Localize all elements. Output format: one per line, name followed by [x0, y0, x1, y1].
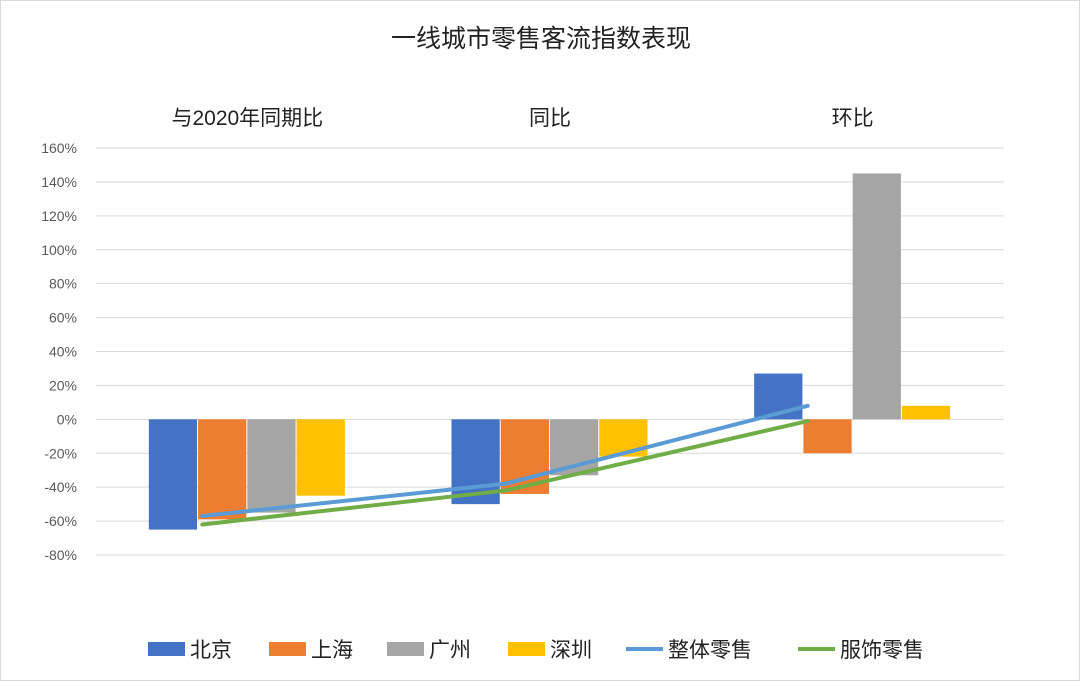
y-tick-label: -60%	[44, 513, 77, 529]
chart-title: 一线城市零售客流指数表现	[391, 25, 691, 53]
y-tick-label: 160%	[41, 140, 77, 156]
y-tick-label: 0%	[57, 411, 77, 427]
bar-上海-0	[198, 419, 247, 520]
y-tick-label: 80%	[49, 276, 77, 292]
y-tick-label: 40%	[49, 344, 77, 360]
legend-swatch	[387, 642, 424, 656]
y-tick-label: -40%	[44, 479, 77, 495]
bar-深圳-2	[901, 405, 951, 420]
y-tick-label: -80%	[44, 547, 77, 563]
y-tick-label: 100%	[41, 242, 77, 258]
legend-label: 深圳	[550, 639, 592, 662]
y-tick-label: 20%	[49, 377, 77, 393]
legend: 北京 上海 广州 深圳 整体零售 服饰零售	[148, 639, 924, 662]
legend-swatch	[269, 642, 306, 656]
legend-label: 北京	[190, 639, 232, 662]
bar-深圳-0	[296, 419, 345, 496]
bar-北京-0	[148, 419, 198, 530]
y-tick-label: -20%	[44, 445, 77, 461]
category-label: 环比	[832, 107, 874, 130]
category-label: 与2020年同期比	[171, 107, 323, 130]
line-series-1	[200, 419, 810, 527]
category-labels: 与2020年同期比 同比 环比	[171, 107, 873, 130]
legend-label: 上海	[311, 639, 353, 662]
bar-上海-2	[803, 419, 852, 454]
y-tick-label: 60%	[49, 310, 77, 326]
y-tick-label: 120%	[41, 208, 77, 224]
line-series-0	[200, 403, 810, 518]
legend-label: 整体零售	[668, 639, 752, 662]
bar-深圳-1	[599, 419, 648, 457]
y-axis-ticks: -80% -60% -40% -20% 0% 20% 40% 60% 80% 100% 120% 14…	[41, 140, 77, 563]
legend-swatch	[508, 642, 545, 656]
legend-label: 广州	[429, 639, 471, 662]
legend-swatch	[148, 642, 185, 656]
y-tick-label: 140%	[41, 174, 77, 190]
bar-广州-2	[852, 173, 901, 420]
line-series	[200, 403, 810, 527]
legend-label: 服饰零售	[840, 639, 924, 662]
category-label: 同比	[529, 107, 571, 130]
bar-广州-0	[247, 419, 296, 513]
